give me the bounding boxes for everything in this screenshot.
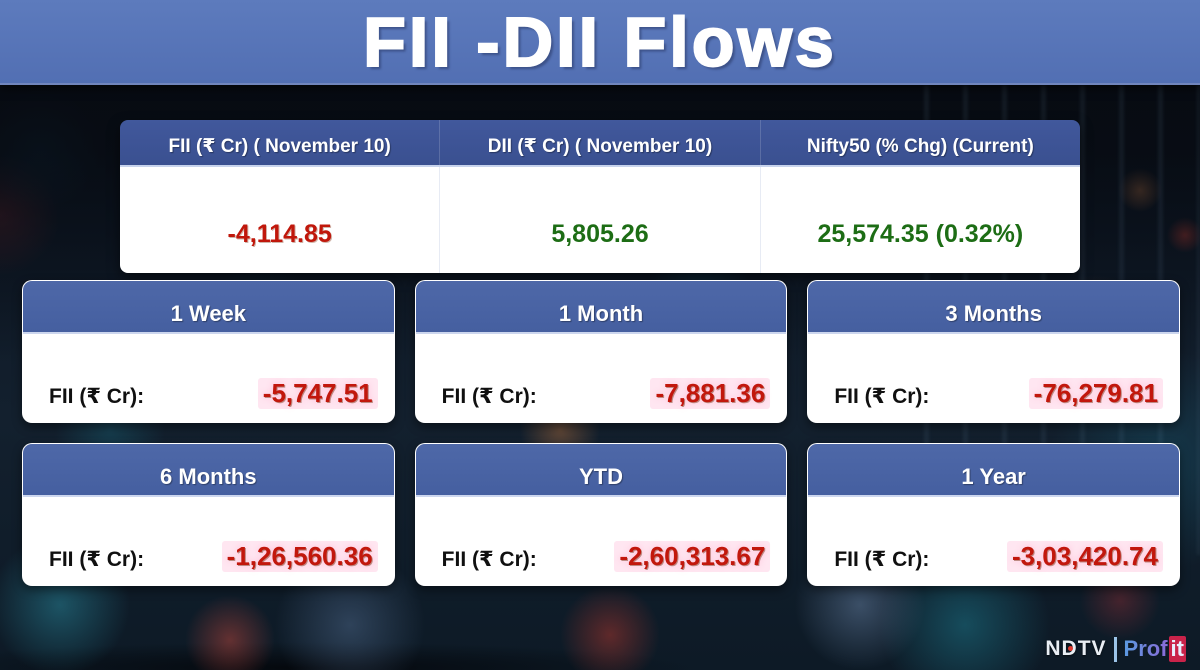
card-metric-label: FII (₹ Cr): (49, 385, 145, 408)
flow-card-1-month: 1 Month FII (₹ Cr): -7,881.36 (414, 280, 788, 423)
summary-table-value-row: -4,114.85 5,805.26 25,574.35 (0.32%) (120, 167, 1080, 273)
flow-card-1-year: 1 Year FII (₹ Cr): -3,03,420.74 (807, 443, 1180, 586)
flow-card-1-week: 1 Week FII (₹ Cr): -5,747.51 (22, 280, 395, 423)
summary-header-nifty: Nifty50 (% Chg) (Current) (806, 136, 1034, 157)
card-metric-label: FII (₹ Cr): (441, 548, 537, 571)
card-metric-label: FII (₹ Cr): (834, 385, 930, 408)
card-period-label: 3 Months (945, 301, 1042, 326)
summary-value-dii: 5,805.26 (440, 167, 761, 273)
flow-card-3-months: 3 Months FII (₹ Cr): -76,279.81 (807, 280, 1180, 423)
card-metric-value: -2,60,313.67 (614, 541, 771, 572)
card-period-label: 1 Week (170, 301, 247, 326)
card-period-label: 1 Month (558, 301, 644, 326)
card-period-label: 6 Months (160, 464, 257, 489)
flow-card-6-months: 6 Months FII (₹ Cr): -1,26,560.36 (22, 443, 395, 586)
card-period-label: YTD (578, 464, 623, 489)
flow-cards-grid: 1 Week FII (₹ Cr): -5,747.51 1 Month FII… (22, 280, 1180, 586)
card-metric-value: -3,03,420.74 (1006, 541, 1163, 572)
summary-table-header-row: FII (₹ Cr) ( November 10) DII (₹ Cr) ( N… (120, 120, 1080, 167)
summary-table: FII (₹ Cr) ( November 10) DII (₹ Cr) ( N… (120, 120, 1080, 273)
card-metric-value: -5,747.51 (257, 378, 378, 409)
flow-card-ytd: YTD FII (₹ Cr): -2,60,313.67 (414, 443, 788, 586)
title-banner: FII -DII Flows (0, 0, 1200, 85)
ndtv-profit-logo: NDTV Prof it (1045, 636, 1186, 662)
card-metric-value: -7,881.36 (650, 378, 771, 409)
card-metric-label: FII (₹ Cr): (441, 385, 537, 408)
ndtv-red-dot-icon (1068, 646, 1074, 651)
summary-header-dii: DII (₹ Cr) ( November 10) (440, 120, 761, 165)
ndtv-wordmark: NDTV (1045, 637, 1107, 660)
summary-value-nifty: 25,574.35 (0.32%) (817, 219, 1024, 248)
card-metric-value: -76,279.81 (1028, 378, 1163, 409)
page-title: FII -DII Flows (362, 2, 837, 82)
profit-wordmark: Prof it (1123, 636, 1186, 662)
summary-value-fii: -4,114.85 (120, 167, 441, 273)
card-metric-value: -1,26,560.36 (221, 541, 378, 572)
card-metric-label: FII (₹ Cr): (49, 548, 145, 571)
logo-divider (1113, 636, 1117, 662)
card-metric-label: FII (₹ Cr): (834, 548, 930, 571)
summary-header-fii: FII (₹ Cr) ( November 10) (120, 120, 441, 165)
card-period-label: 1 Year (961, 464, 1026, 489)
